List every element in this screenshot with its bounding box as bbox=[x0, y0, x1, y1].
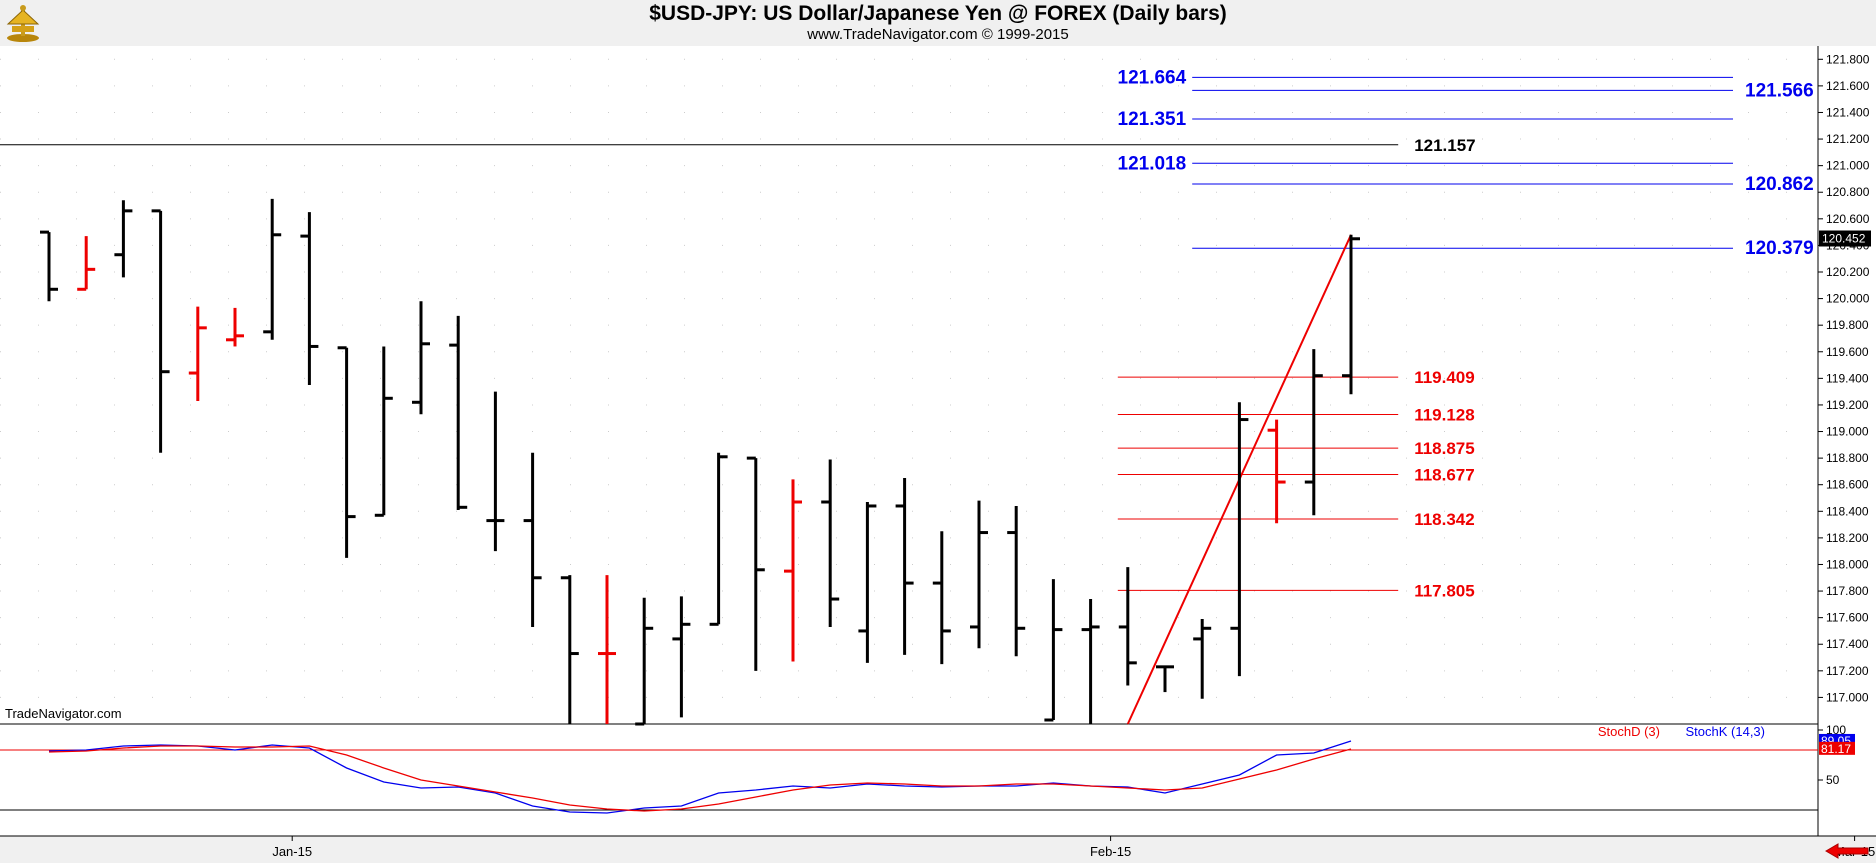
price-tick-label: 118.800 bbox=[1826, 451, 1869, 465]
price-tick-label: 119.000 bbox=[1826, 425, 1869, 439]
ohlc-bar bbox=[374, 346, 393, 517]
level-label: 117.805 bbox=[1414, 581, 1475, 600]
plot-background bbox=[0, 46, 1876, 836]
ohlc-bar bbox=[1267, 419, 1286, 524]
level-label: 119.128 bbox=[1414, 406, 1475, 425]
ohlc-bar bbox=[77, 236, 96, 291]
date-tick-label: Feb-15 bbox=[1090, 844, 1131, 859]
ohlc-bar bbox=[1230, 402, 1249, 677]
ohlc-bars bbox=[40, 198, 1360, 726]
ohlc-bar bbox=[1081, 599, 1100, 724]
price-tick-label: 119.800 bbox=[1826, 318, 1869, 332]
price-tick-label: 118.400 bbox=[1826, 504, 1869, 518]
level-label: 121.664 bbox=[1118, 67, 1187, 88]
price-axis: 117.000 117.200 117.400 117.600 117.800 118.0… bbox=[1817, 46, 1870, 836]
ohlc-bar bbox=[337, 346, 356, 558]
ohlc-bar bbox=[560, 575, 579, 724]
ohlc-bar bbox=[970, 500, 988, 649]
level-label: 121.157 bbox=[1414, 136, 1475, 155]
price-tick-label: 121.200 bbox=[1826, 132, 1870, 146]
trade-navigator-logo-icon bbox=[2, 2, 44, 44]
scroll-left-arrow-icon[interactable] bbox=[1822, 842, 1872, 860]
ohlc-bar bbox=[188, 306, 207, 401]
ohlc-bar bbox=[1342, 234, 1360, 395]
price-tick-label: 118.600 bbox=[1826, 478, 1869, 492]
date-axis-background bbox=[0, 836, 1876, 863]
legend-stochk: StochK (14,3) bbox=[1686, 724, 1766, 739]
legend-stochd: StochD (3) bbox=[1598, 724, 1660, 739]
level-label: 120.862 bbox=[1745, 174, 1814, 195]
stoch-d-marker bbox=[1819, 741, 1855, 755]
ohlc-bar bbox=[672, 596, 691, 718]
price-tick-label: 119.400 bbox=[1826, 371, 1869, 385]
ohlc-bar bbox=[1118, 567, 1137, 686]
stoch-d-value: 81.17 bbox=[1821, 742, 1851, 756]
ohlc-bar bbox=[895, 478, 914, 655]
ohlc-bar bbox=[1304, 349, 1323, 516]
ohlc-bar bbox=[635, 597, 654, 726]
price-tick-label: 117.800 bbox=[1826, 584, 1869, 598]
price-tick-label: 118.200 bbox=[1826, 531, 1869, 545]
price-tick-label: 120.000 bbox=[1826, 292, 1870, 306]
ohlc-bar bbox=[1007, 505, 1026, 657]
price-tick-label: 121.600 bbox=[1826, 79, 1870, 93]
price-tick-label: 119.200 bbox=[1826, 398, 1869, 412]
level-label: 118.677 bbox=[1414, 465, 1475, 484]
ohlc-bar bbox=[821, 459, 840, 627]
ohlc-bar bbox=[486, 391, 505, 552]
price-tick-label: 118.000 bbox=[1826, 557, 1869, 571]
price-tick-label: 121.000 bbox=[1826, 159, 1870, 173]
ohlc-bar bbox=[226, 307, 244, 347]
ohlc-bar bbox=[932, 531, 951, 665]
level-label: 121.351 bbox=[1118, 109, 1187, 130]
ohlc-bar bbox=[784, 479, 802, 662]
ohlc-bar bbox=[746, 456, 765, 671]
ohlc-bar bbox=[114, 200, 133, 278]
level-label: 121.566 bbox=[1745, 80, 1814, 101]
price-tick-label: 117.400 bbox=[1826, 637, 1869, 651]
price-tick-label: 117.600 bbox=[1826, 611, 1869, 625]
price-tick-label: 120.800 bbox=[1826, 185, 1870, 199]
price-tick-label: 117.200 bbox=[1826, 664, 1869, 678]
level-label: 118.342 bbox=[1414, 510, 1475, 529]
ohlc-bar bbox=[709, 452, 728, 626]
ohlc-bar bbox=[858, 501, 877, 663]
price-tick-label: 121.400 bbox=[1826, 105, 1870, 119]
price-tick-label: 121.800 bbox=[1826, 52, 1870, 66]
ohlc-bar bbox=[449, 315, 468, 510]
last-price-label: 120.452 bbox=[1822, 231, 1866, 245]
ohlc-bar bbox=[598, 575, 616, 724]
fibonacci-levels: 121.664 121.566 121.351 121.018 120.862 120.3… bbox=[0, 67, 1814, 600]
price-axis-background bbox=[1818, 46, 1876, 836]
ohlc-bar bbox=[523, 452, 542, 627]
ohlc-bar bbox=[40, 230, 58, 302]
chart-title: $USD-JPY: US Dollar/Japanese Yen @ FOREX… bbox=[649, 2, 1227, 25]
chart-subtitle: www.TradeNavigator.com © 1999-2015 bbox=[807, 26, 1069, 43]
price-tick-label: 120.600 bbox=[1826, 212, 1870, 226]
stochastic-tick-label: 100 bbox=[1826, 723, 1846, 737]
stochastic-tick-label: 50 bbox=[1826, 773, 1840, 787]
last-price-marker bbox=[1819, 230, 1871, 247]
price-tick-label: 120.200 bbox=[1826, 265, 1870, 279]
level-label: 121.018 bbox=[1118, 153, 1187, 174]
ohlc-bar bbox=[151, 209, 170, 453]
price-tick-label: 119.600 bbox=[1826, 345, 1869, 359]
chart-header bbox=[0, 0, 1876, 46]
price-tick-label: 117.000 bbox=[1826, 690, 1869, 704]
ohlc-bar bbox=[412, 301, 430, 415]
level-label: 119.409 bbox=[1414, 368, 1475, 387]
level-label: 120.379 bbox=[1745, 238, 1814, 259]
watermark: TradeNavigator.com bbox=[5, 706, 122, 721]
stoch-d-line bbox=[48, 745, 1352, 812]
ohlc-bar bbox=[1193, 618, 1212, 699]
ohlc-bar bbox=[1044, 579, 1063, 722]
level-label: 118.875 bbox=[1414, 439, 1475, 458]
date-tick-label: Jan-15 bbox=[272, 844, 312, 859]
ohlc-bar bbox=[300, 212, 319, 385]
ohlc-bar bbox=[1156, 665, 1174, 693]
ohlc-bar bbox=[263, 198, 282, 340]
